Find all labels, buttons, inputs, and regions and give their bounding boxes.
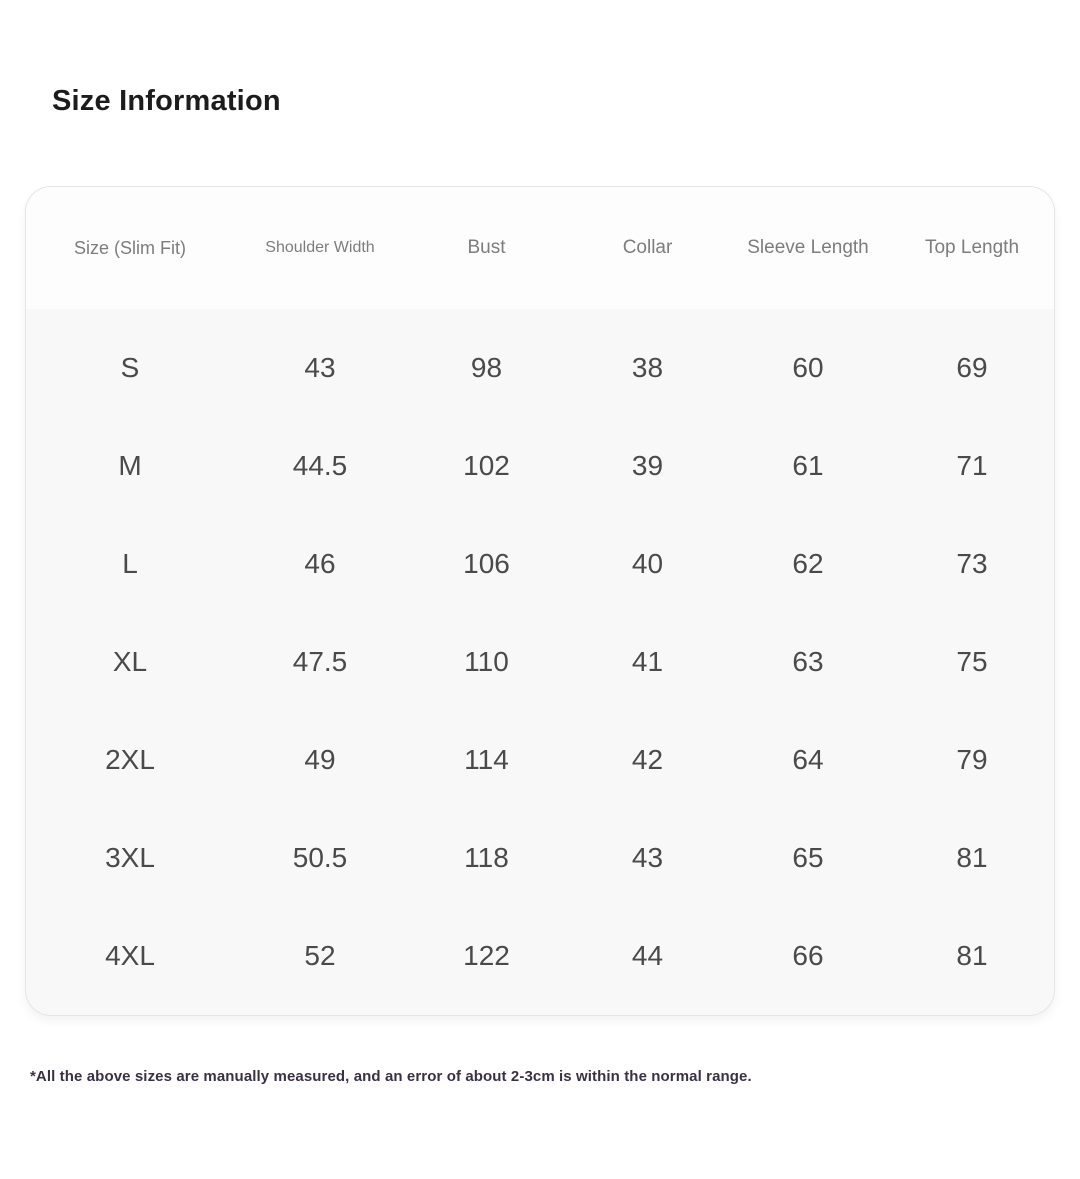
measurement-cell: 79	[956, 744, 988, 775]
measurement-disclaimer: *All the above sizes are manually measur…	[30, 1068, 752, 1085]
measurement-cell: 43	[304, 352, 336, 383]
measurement-cell: 65	[792, 842, 824, 873]
size-label-cell: 4XL	[105, 940, 155, 971]
column-header: Top Length	[924, 237, 1020, 258]
size-label-cell: 3XL	[105, 842, 155, 873]
measurement-cell: 38	[631, 352, 664, 383]
measurement-cell: 62	[792, 548, 824, 579]
size-label-cell: M	[118, 450, 142, 481]
measurement-cell: 40	[631, 548, 664, 579]
measurement-cell: 47.5	[292, 646, 348, 677]
column-header: Bust	[467, 237, 506, 258]
measurement-cell: 122	[463, 940, 510, 971]
measurement-cell: 64	[792, 744, 824, 775]
column-header: Collar	[622, 237, 673, 258]
measurement-cell: 43	[631, 842, 664, 873]
measurement-cell: 63	[792, 646, 824, 677]
column-header: Shoulder Width	[265, 239, 375, 256]
measurement-cell: 41	[631, 646, 664, 677]
measurement-cell: 71	[956, 450, 988, 481]
table-row: M 44.5 102 39 61 71	[26, 417, 1054, 515]
measurement-cell: 73	[956, 548, 988, 579]
measurement-cell: 110	[464, 646, 509, 677]
measurement-cell: 50.5	[292, 842, 348, 873]
measurement-cell: 61	[792, 450, 824, 481]
measurement-cell: 81	[956, 842, 988, 873]
measurement-cell: 106	[463, 548, 510, 579]
table-row: 3XL 50.5 118 43 65 81	[26, 809, 1054, 907]
measurement-cell: 75	[956, 646, 988, 677]
size-label-cell: XL	[112, 646, 148, 677]
section-title: Size Information	[52, 85, 281, 117]
measurement-cell: 102	[463, 450, 510, 481]
column-header: Sleeve Length	[747, 237, 869, 258]
measurement-cell: 69	[956, 352, 988, 383]
measurement-cell: 118	[464, 842, 509, 873]
size-label-cell: 2XL	[105, 744, 155, 775]
measurement-cell: 81	[956, 940, 988, 971]
column-header: Size (Slim Fit)	[74, 237, 186, 258]
size-chart-card: Size (Slim Fit) Shoulder Width Bust Collar S…	[25, 186, 1055, 1016]
measurement-cell: 39	[631, 450, 664, 481]
measurement-cell: 44.5	[292, 450, 348, 481]
size-label-cell: S	[120, 352, 140, 383]
measurement-cell: 44	[631, 940, 664, 971]
size-chart-body: S 43 98 38 60 69 M 44.5 102 39 61 71 L 46 106 40 62 73 XL 4…	[26, 309, 1054, 1015]
table-row: XL 47.5 110 41 63 75	[26, 613, 1054, 711]
size-chart-header-row: Size (Slim Fit) Shoulder Width Bust Collar S…	[26, 187, 1054, 309]
measurement-cell: 66	[792, 940, 824, 971]
measurement-cell: 52	[304, 940, 336, 971]
measurement-cell: 49	[304, 744, 336, 775]
measurement-cell: 98	[470, 352, 503, 383]
measurement-cell: 60	[792, 352, 824, 383]
measurement-cell: 46	[304, 548, 336, 579]
table-row: 4XL 52 122 44 66 81	[26, 907, 1054, 1005]
size-label-cell: L	[122, 548, 138, 579]
measurement-cell: 42	[631, 744, 664, 775]
table-row: S 43 98 38 60 69	[26, 319, 1054, 417]
table-row: L 46 106 40 62 73	[26, 515, 1054, 613]
measurement-cell: 114	[464, 744, 509, 775]
table-row: 2XL 49 114 42 64 79	[26, 711, 1054, 809]
